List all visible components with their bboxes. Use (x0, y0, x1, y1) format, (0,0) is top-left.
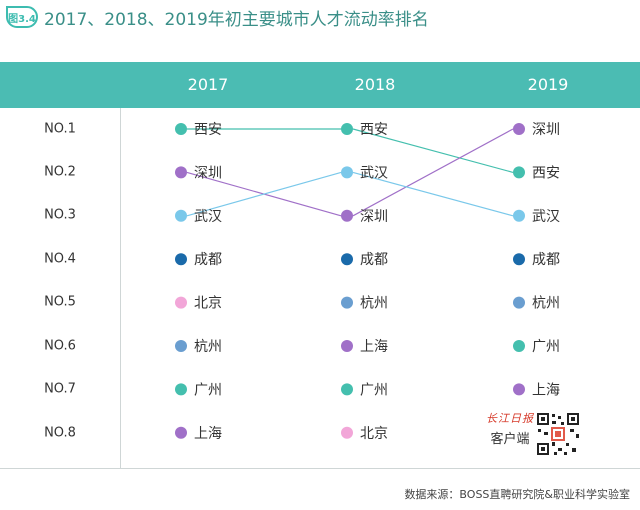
rank-label-7: NO.7 (44, 381, 76, 397)
city-label-2017-rank-2: 深圳 (194, 165, 222, 181)
qr-code (536, 412, 580, 456)
connector-深圳-2018-2019 (352, 128, 514, 217)
header-bar (0, 62, 640, 108)
column-divider (120, 108, 121, 468)
city-label-2018-rank-2: 武汉 (360, 165, 388, 181)
city-label-2018-rank-3: 深圳 (360, 209, 388, 225)
rank-label-6: NO.6 (44, 338, 76, 354)
cjrb-logo: 长江日报 客户端 (482, 410, 538, 456)
rank-label-2: NO.2 (44, 164, 76, 180)
dot-2019-rank-1 (513, 123, 525, 135)
year-header-2018: 2018 (354, 75, 396, 94)
city-label-2017-rank-8: 上海 (194, 426, 222, 442)
dot-2017-rank-1 (175, 123, 187, 135)
rank-label-8: NO.8 (44, 425, 76, 441)
city-label-2017-rank-7: 广州 (194, 382, 222, 398)
year-header-2019: 2019 (527, 75, 569, 94)
chart-title: 2017、2018、2019年初主要城市人才流动率排名 (44, 10, 429, 30)
city-label-2018-rank-4: 成都 (360, 252, 388, 268)
dot-2017-rank-2 (175, 166, 187, 179)
dot-2019-rank-2 (513, 166, 525, 179)
city-label-2019-rank-7: 上海 (532, 382, 560, 398)
city-label-2017-rank-3: 武汉 (194, 209, 222, 225)
dot-2018-rank-4 (341, 253, 353, 266)
rank-label-5: NO.5 (44, 294, 76, 310)
city-label-2017-rank-6: 杭州 (194, 339, 222, 355)
figure-badge: 图3.4 (6, 6, 38, 28)
dot-2017-rank-5 (175, 296, 187, 309)
dot-2017-rank-4 (175, 253, 187, 266)
dot-2018-rank-6 (341, 340, 353, 352)
city-label-2017-rank-4: 成都 (194, 252, 222, 268)
dot-2018-rank-1 (341, 123, 353, 135)
city-label-2019-rank-4: 成都 (532, 252, 560, 268)
rank-label-4: NO.4 (44, 251, 76, 267)
dot-2018-rank-2 (341, 166, 353, 179)
dot-2018-rank-5 (341, 296, 353, 309)
logo-text-top: 长江日报 (486, 412, 534, 425)
dot-2017-rank-3 (175, 209, 187, 222)
rank-label-3: NO.3 (44, 207, 76, 223)
connector-武汉-2018-2019 (352, 171, 514, 217)
city-label-2019-rank-6: 广州 (532, 339, 560, 355)
bottom-rule (0, 468, 640, 469)
dot-2017-rank-7 (175, 383, 187, 396)
city-label-2019-rank-2: 西安 (532, 165, 560, 181)
city-label-2018-rank-8: 北京 (360, 426, 388, 442)
dot-2019-rank-7 (513, 383, 525, 396)
city-label-2017-rank-1: 西安 (194, 122, 222, 138)
city-label-2019-rank-5: 杭州 (532, 296, 560, 312)
dot-2019-rank-3 (513, 209, 525, 222)
year-header-2017: 2017 (187, 75, 229, 94)
city-label-2018-rank-6: 上海 (360, 339, 388, 355)
data-source: 数据来源：BOSS直聘研究院&职业科学实验室 (404, 488, 630, 501)
dot-2018-rank-7 (341, 383, 353, 396)
city-label-2017-rank-5: 北京 (194, 296, 222, 312)
dot-2019-rank-5 (513, 296, 525, 309)
city-label-2019-rank-3: 武汉 (532, 209, 560, 225)
city-label-2019-rank-1: 深圳 (532, 122, 560, 138)
connector-武汉-2017-2018 (186, 171, 342, 217)
rank-label-1: NO.1 (44, 121, 76, 137)
dot-2018-rank-3 (341, 209, 353, 222)
dot-2019-rank-4 (513, 253, 525, 266)
city-label-2018-rank-5: 杭州 (360, 296, 388, 312)
dot-2018-rank-8 (341, 426, 353, 439)
logo-text-bottom: 客户端 (490, 432, 530, 447)
dot-2017-rank-8 (175, 426, 187, 439)
dot-2017-rank-6 (175, 340, 187, 352)
dot-2019-rank-6 (513, 340, 525, 352)
city-label-2018-rank-7: 广州 (360, 382, 388, 398)
city-label-2018-rank-1: 西安 (360, 122, 388, 138)
connector-西安-2018-2019 (352, 128, 514, 173)
